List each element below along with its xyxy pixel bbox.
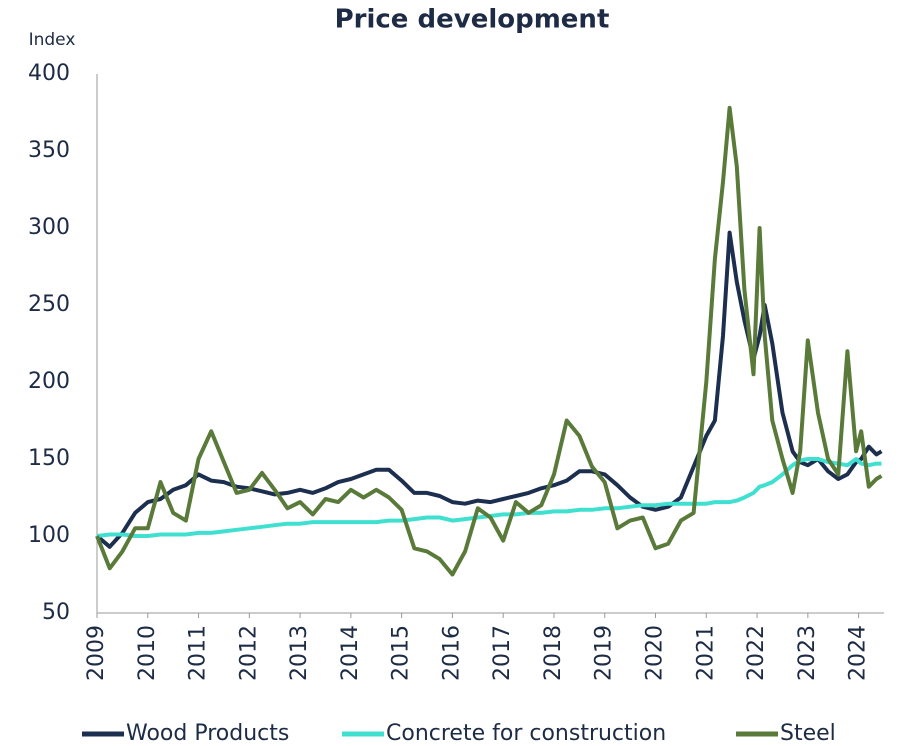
x-tick-label: 2024 — [846, 625, 871, 681]
y-tick-label: 300 — [28, 215, 70, 240]
x-tick-label: 2013 — [287, 625, 312, 681]
x-tick-label: 2016 — [439, 625, 464, 681]
x-tick-label: 2015 — [389, 625, 414, 681]
x-tick-label: 2009 — [84, 625, 109, 681]
line-series — [96, 457, 882, 538]
x-tick-label: 2021 — [693, 625, 718, 681]
legend-label: Steel — [780, 721, 836, 746]
y-tick-label: 100 — [28, 523, 70, 548]
y-tick-label: 400 — [28, 61, 70, 86]
y-tick-label: 50 — [42, 600, 70, 625]
legend-label: Wood Products — [126, 721, 289, 746]
legend-label: Concrete for construction — [386, 721, 666, 746]
line-series — [95, 105, 883, 577]
y-axis-label: Index — [29, 30, 76, 50]
chart-title: Price development — [335, 5, 610, 35]
y-tick-label: 150 — [28, 446, 70, 471]
x-tick-label: 2019 — [592, 625, 617, 681]
x-tick-label: 2011 — [186, 625, 211, 681]
x-tick-label: 2023 — [795, 625, 820, 681]
line-series — [95, 230, 883, 549]
y-tick-label: 200 — [28, 369, 70, 394]
x-tick-label: 2017 — [490, 625, 515, 681]
x-tick-label: 2012 — [236, 625, 261, 681]
y-tick-label: 350 — [28, 138, 70, 163]
x-tick-label: 2014 — [338, 625, 363, 681]
x-tick-label: 2010 — [135, 625, 160, 681]
y-tick-label: 250 — [28, 292, 70, 317]
x-tick-label: 2018 — [541, 625, 566, 681]
x-tick-label: 2020 — [643, 625, 668, 681]
x-tick-label: 2022 — [744, 625, 769, 681]
